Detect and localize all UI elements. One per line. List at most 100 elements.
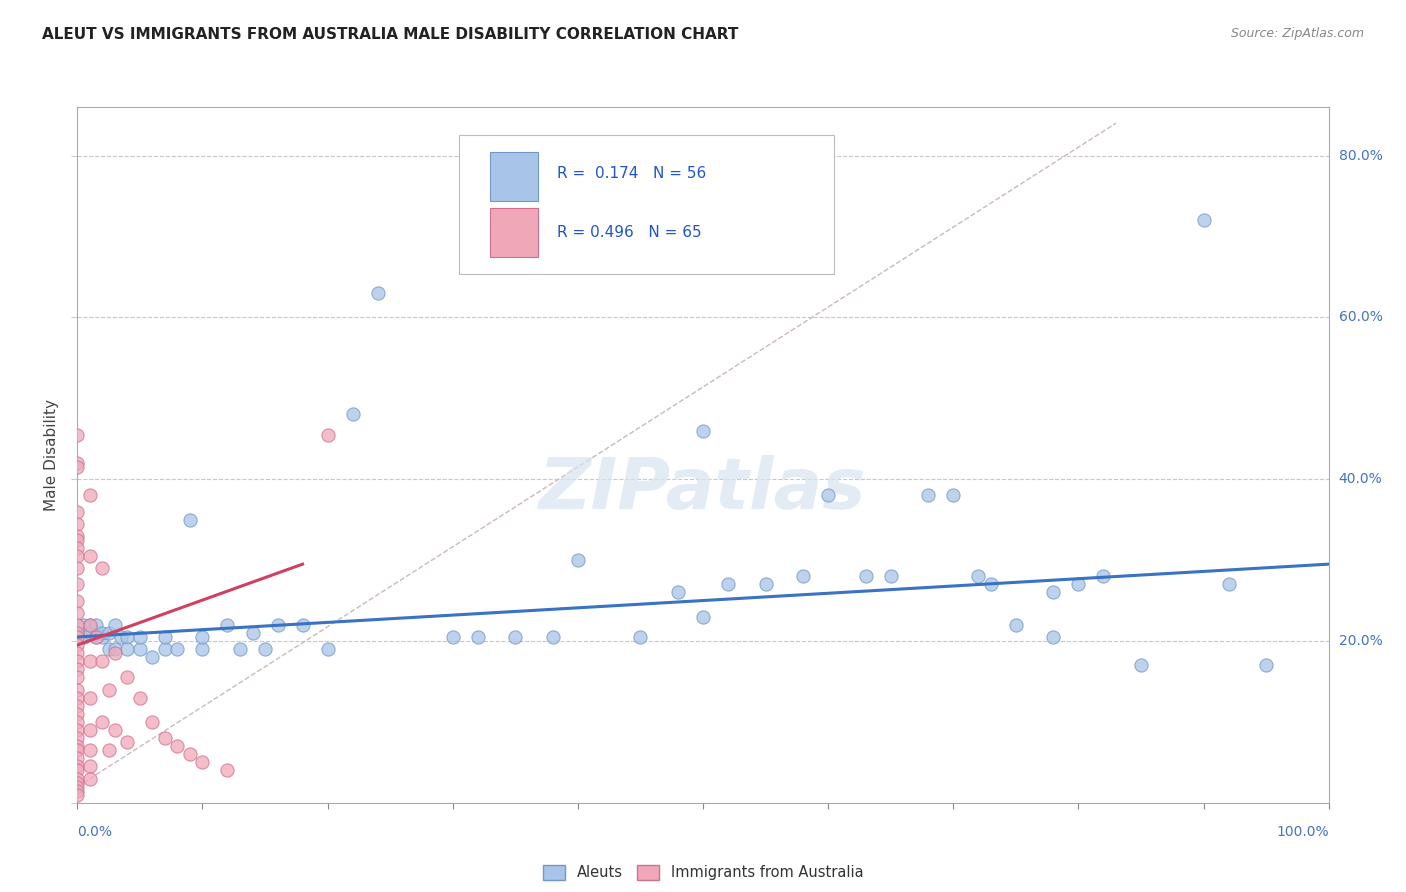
Point [66, 662, 89, 676]
Point [66, 638, 89, 652]
Point [79, 617, 101, 632]
Point [66, 775, 89, 789]
Point [84, 630, 107, 644]
Text: ALEUT VS IMMIGRANTS FROM AUSTRALIA MALE DISABILITY CORRELATION CHART: ALEUT VS IMMIGRANTS FROM AUSTRALIA MALE … [42, 27, 738, 42]
Point [79, 549, 101, 563]
Point [66, 788, 89, 802]
Point [79, 626, 101, 640]
Text: 0.0%: 0.0% [77, 825, 112, 839]
Point [179, 513, 201, 527]
Bar [491, 153, 538, 201]
Point [141, 650, 163, 665]
FancyBboxPatch shape [458, 135, 834, 274]
Point [66, 504, 89, 518]
Point [117, 630, 139, 644]
Point [66, 731, 89, 745]
Point [97, 743, 120, 757]
Point [880, 569, 903, 583]
Point [66, 714, 89, 729]
Point [104, 642, 127, 657]
Point [66, 577, 89, 591]
Point [66, 561, 89, 575]
Point [79, 654, 101, 668]
Text: 20.0%: 20.0% [1339, 634, 1382, 648]
Point [191, 642, 214, 657]
Point [1218, 577, 1240, 591]
Text: 60.0%: 60.0% [1339, 310, 1382, 325]
Point [1042, 585, 1064, 599]
Point [505, 630, 527, 644]
Point [253, 642, 276, 657]
Point [66, 751, 89, 765]
Text: 100.0%: 100.0% [1277, 825, 1329, 839]
Text: Source: ZipAtlas.com: Source: ZipAtlas.com [1230, 27, 1364, 40]
Point [541, 630, 564, 644]
Point [755, 577, 778, 591]
Point [153, 731, 176, 745]
Point [191, 630, 214, 644]
Point [84, 617, 107, 632]
Point [242, 626, 264, 640]
Point [166, 642, 188, 657]
Point [66, 630, 89, 644]
Point [66, 654, 89, 668]
Text: ZIPatlas: ZIPatlas [540, 455, 866, 524]
Point [97, 642, 120, 657]
Point [79, 690, 101, 705]
Legend: Aleuts, Immigrants from Australia: Aleuts, Immigrants from Australia [537, 859, 869, 886]
Point [266, 617, 288, 632]
Point [129, 630, 152, 644]
Point [66, 780, 89, 794]
Point [66, 626, 89, 640]
Point [1005, 617, 1028, 632]
Point [72, 630, 94, 644]
Point [1192, 213, 1215, 227]
Point [97, 626, 120, 640]
Point [66, 541, 89, 555]
Point [91, 630, 114, 644]
Y-axis label: Male Disability: Male Disability [44, 399, 59, 511]
Text: R =  0.174   N = 56: R = 0.174 N = 56 [557, 166, 706, 181]
Point [217, 764, 239, 778]
Point [117, 735, 139, 749]
Point [855, 569, 877, 583]
Point [66, 739, 89, 754]
Point [342, 408, 364, 422]
Point [66, 698, 89, 713]
Point [79, 759, 101, 773]
Point [817, 488, 839, 502]
Point [153, 630, 176, 644]
Point [104, 723, 127, 737]
Point [917, 488, 939, 502]
Point [630, 630, 652, 644]
Point [66, 682, 89, 697]
Bar [491, 208, 538, 257]
Point [66, 764, 89, 778]
Point [467, 630, 489, 644]
Point [79, 617, 101, 632]
Point [129, 642, 152, 657]
Point [66, 783, 89, 797]
Point [129, 690, 152, 705]
Point [66, 772, 89, 786]
Point [66, 456, 89, 470]
Point [666, 585, 689, 599]
Point [66, 427, 89, 442]
Point [66, 723, 89, 737]
Point [717, 577, 740, 591]
Point [66, 670, 89, 684]
Text: 40.0%: 40.0% [1339, 472, 1382, 486]
Point [66, 646, 89, 660]
Point [942, 488, 965, 502]
Point [79, 772, 101, 786]
Point [229, 642, 252, 657]
Point [792, 569, 814, 583]
Point [316, 642, 339, 657]
Point [91, 561, 114, 575]
Point [179, 747, 201, 762]
Point [316, 427, 339, 442]
Point [66, 690, 89, 705]
Point [441, 630, 464, 644]
Point [291, 617, 314, 632]
Point [1256, 658, 1278, 673]
